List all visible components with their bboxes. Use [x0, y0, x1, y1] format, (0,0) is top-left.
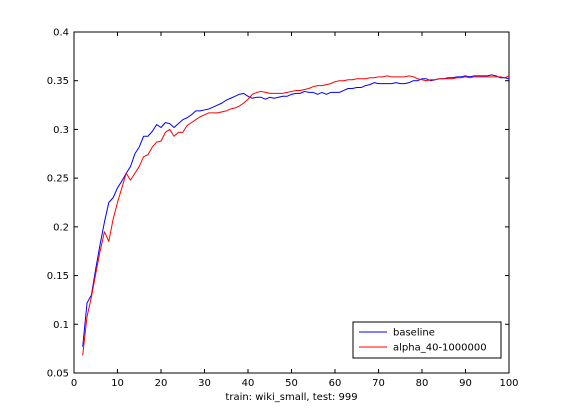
y-tick-label: 0.4 [53, 28, 69, 39]
x-tick-label: 80 [416, 378, 429, 389]
x-tick-label: 20 [155, 378, 168, 389]
y-tick-label: 0.35 [47, 76, 69, 87]
legend-label: alpha_40-1000000 [393, 343, 487, 354]
y-tick-label: 0.25 [47, 174, 69, 185]
y-tick-label: 0.05 [47, 369, 69, 380]
x-axis-label: train: wiki_small, test: 999 [225, 392, 357, 403]
x-tick-label: 40 [242, 378, 255, 389]
axes-box [73, 31, 510, 374]
x-tick-label: 50 [285, 378, 298, 389]
ticks-layer: 0 10 20 30 40 50 60 70 80 90 100 0.05 0.1 0.15 0.2 0.25… [47, 28, 519, 390]
x-tick-label: 0 [71, 378, 77, 389]
series-line-alpha [82, 75, 510, 356]
x-tick-label: 60 [329, 378, 342, 389]
series-layer [82, 74, 510, 356]
plot-area [73, 31, 510, 374]
x-tick-label: 10 [111, 378, 124, 389]
y-tick-label: 0.1 [53, 320, 69, 331]
y-tick-label: 0.2 [53, 222, 69, 233]
legend-box [352, 321, 502, 359]
y-tick-label: 0.15 [47, 271, 69, 282]
x-tick-label: 100 [499, 378, 518, 389]
x-tick-label: 90 [459, 378, 472, 389]
legend-label: baseline [393, 328, 435, 339]
legend: baseline alpha_40-1000000 [352, 321, 502, 359]
x-tick-label: 30 [198, 378, 211, 389]
x-tick-label: 70 [372, 378, 385, 389]
y-tick-label: 0.3 [53, 125, 69, 136]
